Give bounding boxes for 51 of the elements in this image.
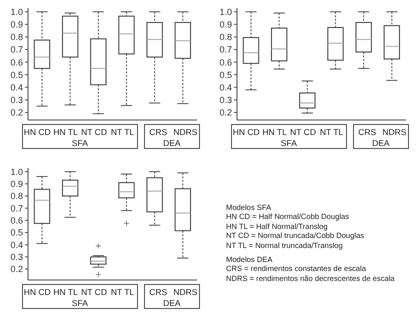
- y-tick-label: 0.8: [219, 32, 232, 42]
- y-tick-label: 1.0: [219, 6, 232, 17]
- y-tick-label: 0.8: [10, 32, 23, 42]
- y-tick-label: 0.6: [10, 57, 23, 68]
- text: SFA: [70, 138, 89, 148]
- x-tick-label: NDRS: [172, 127, 198, 137]
- y-tick-label: 0.6: [219, 57, 232, 68]
- x-tick-label: NT TL: [318, 127, 344, 137]
- y-tick-label: 0.9: [219, 20, 232, 30]
- y-tick-label: 0.7: [219, 44, 232, 55]
- y-tick-label: 1.0: [10, 6, 23, 17]
- x-tick-label: HN CD: [23, 287, 52, 297]
- y-tick-label: 0.2: [219, 108, 232, 118]
- text: SFA: [280, 138, 298, 148]
- y-tick-label: 0.7: [10, 44, 23, 55]
- text: DEA: [371, 138, 391, 148]
- x-tick-label: CRS: [148, 287, 168, 297]
- y-tick-label: 0.8: [10, 191, 23, 202]
- y-tick-label: 0.2: [10, 264, 23, 274]
- y-tick-label: 0.3: [10, 252, 23, 262]
- x-tick-label: CRS: [148, 127, 168, 137]
- x-tick-label: HN TL: [52, 287, 79, 297]
- y-tick-label: 0.5: [219, 70, 232, 80]
- y-tick-label: 0.3: [219, 95, 232, 106]
- x-tick-label: HN TL: [52, 127, 79, 137]
- y-tick-label: 0.9: [10, 20, 23, 30]
- y-tick-label: 0.7: [10, 203, 23, 214]
- y-tick-label: 0.4: [219, 82, 232, 92]
- x-tick-label: HN CD: [232, 127, 260, 137]
- y-tick-label: 0.6: [10, 216, 23, 226]
- x-tick-label: HN TL: [261, 127, 288, 137]
- y-tick-label: 0.4: [10, 240, 23, 250]
- y-tick-label: 0.4: [10, 82, 23, 92]
- y-tick-label: 0.3: [10, 95, 23, 106]
- y-tick-label: 0.2: [10, 108, 23, 118]
- x-tick-label: NT TL: [110, 287, 136, 297]
- x-tick-label: NT CD: [80, 287, 108, 297]
- y-tick-label: 0.9: [10, 179, 23, 190]
- text: DEA: [162, 298, 182, 308]
- text: SFA: [70, 298, 89, 308]
- x-tick-label: NT CD: [289, 127, 317, 137]
- x-tick-label: NDRS: [381, 127, 408, 137]
- x-tick-label: NT CD: [80, 127, 108, 137]
- x-tick-label: HN CD: [23, 127, 52, 137]
- x-tick-label: NT TL: [110, 127, 136, 137]
- y-tick-label: 0.5: [10, 228, 23, 238]
- x-tick-label: NDRS: [172, 287, 198, 297]
- text: DEA: [162, 138, 182, 148]
- x-tick-label: CRS: [357, 127, 378, 137]
- y-tick-label: 0.5: [10, 70, 23, 80]
- y-tick-label: 1.0: [10, 166, 23, 177]
